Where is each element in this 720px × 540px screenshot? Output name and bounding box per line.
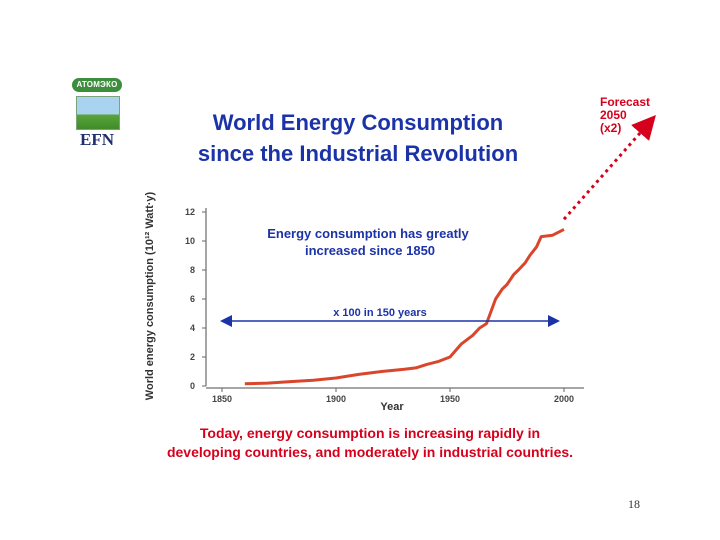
forecast-line-3: (x2): [600, 121, 622, 135]
y-tick-label: 10: [185, 236, 195, 246]
consumption-line: [244, 228, 565, 386]
x-axis-title: Year: [380, 401, 404, 413]
forecast-line-1: Forecast: [600, 95, 651, 109]
y-tick-label: 0: [190, 381, 195, 391]
logo-badge: ATOMЭКО: [72, 78, 122, 92]
chart-series: [244, 114, 656, 386]
annotation-line-2: increased since 1850: [305, 243, 435, 258]
range-label: x 100 in 150 years: [333, 307, 427, 319]
y-axis-title: World energy consumption (10¹² Watt·y): [144, 191, 156, 400]
x-tick-label: 1950: [440, 394, 460, 404]
logo: ATOMЭКО EFN: [66, 76, 128, 152]
y-tick-label: 12: [185, 207, 195, 217]
forecast-label: Forecast 2050 (x2): [600, 96, 650, 135]
chart-labels: Energy consumption has greatly increased …: [220, 226, 560, 327]
chart-axes: 0 2 4 6 8 10 12 1850 1900 1950 2000 Year World energ…: [144, 191, 584, 413]
forecast-line-2: 2050: [600, 108, 627, 122]
logo-text: EFN: [80, 130, 114, 149]
y-tick-label: 2: [190, 352, 195, 362]
page-number: 18: [628, 497, 640, 511]
x-tick-label: 2000: [554, 394, 574, 404]
subtitle-line-1: Today, energy consumption is increasing …: [199, 425, 541, 441]
x-tick-label: 1900: [326, 394, 346, 404]
forecast-arrow: [562, 114, 656, 221]
subtitle-line-2: developing countries, and moderately in …: [166, 444, 574, 460]
annotation-line-1: Energy consumption has greatly: [267, 226, 469, 241]
logo-picture: [76, 96, 120, 130]
x-tick-label: 1850: [212, 394, 232, 404]
title-line-1: World Energy Consumption: [212, 110, 504, 135]
slide-subtitle: Today, energy consumption is increasing …: [120, 424, 620, 462]
y-tick-label: 6: [190, 294, 195, 304]
title-line-2: since the Industrial Revolution: [197, 141, 519, 166]
y-tick-label: 4: [190, 323, 195, 333]
slide-title: World Energy Consumption since the Indus…: [150, 107, 566, 169]
y-tick-label: 8: [190, 265, 195, 275]
